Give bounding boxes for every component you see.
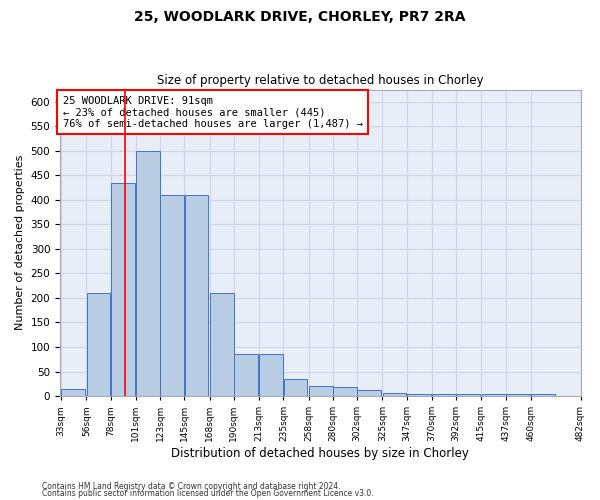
Bar xyxy=(357,390,381,396)
Bar xyxy=(383,392,406,396)
Bar xyxy=(185,195,208,396)
Text: Contains HM Land Registry data © Crown copyright and database right 2024.: Contains HM Land Registry data © Crown c… xyxy=(42,482,341,491)
Bar xyxy=(284,379,307,396)
Text: Contains public sector information licensed under the Open Government Licence v3: Contains public sector information licen… xyxy=(42,488,374,498)
Bar xyxy=(407,394,431,396)
Bar xyxy=(111,182,134,396)
Bar xyxy=(160,195,184,396)
Bar xyxy=(482,394,506,396)
Bar xyxy=(61,388,85,396)
Bar xyxy=(259,354,283,396)
Bar xyxy=(136,151,160,396)
Bar xyxy=(432,394,456,396)
Title: Size of property relative to detached houses in Chorley: Size of property relative to detached ho… xyxy=(157,74,484,87)
Bar xyxy=(210,293,234,396)
Y-axis label: Number of detached properties: Number of detached properties xyxy=(15,155,25,330)
Bar xyxy=(86,293,110,396)
Bar xyxy=(309,386,333,396)
Text: 25, WOODLARK DRIVE, CHORLEY, PR7 2RA: 25, WOODLARK DRIVE, CHORLEY, PR7 2RA xyxy=(134,10,466,24)
Bar xyxy=(333,387,357,396)
Bar xyxy=(531,394,555,396)
Bar xyxy=(234,354,258,396)
X-axis label: Distribution of detached houses by size in Chorley: Distribution of detached houses by size … xyxy=(172,447,469,460)
Bar xyxy=(457,394,480,396)
Bar xyxy=(506,394,530,396)
Text: 25 WOODLARK DRIVE: 91sqm
← 23% of detached houses are smaller (445)
76% of semi-: 25 WOODLARK DRIVE: 91sqm ← 23% of detach… xyxy=(62,96,362,129)
